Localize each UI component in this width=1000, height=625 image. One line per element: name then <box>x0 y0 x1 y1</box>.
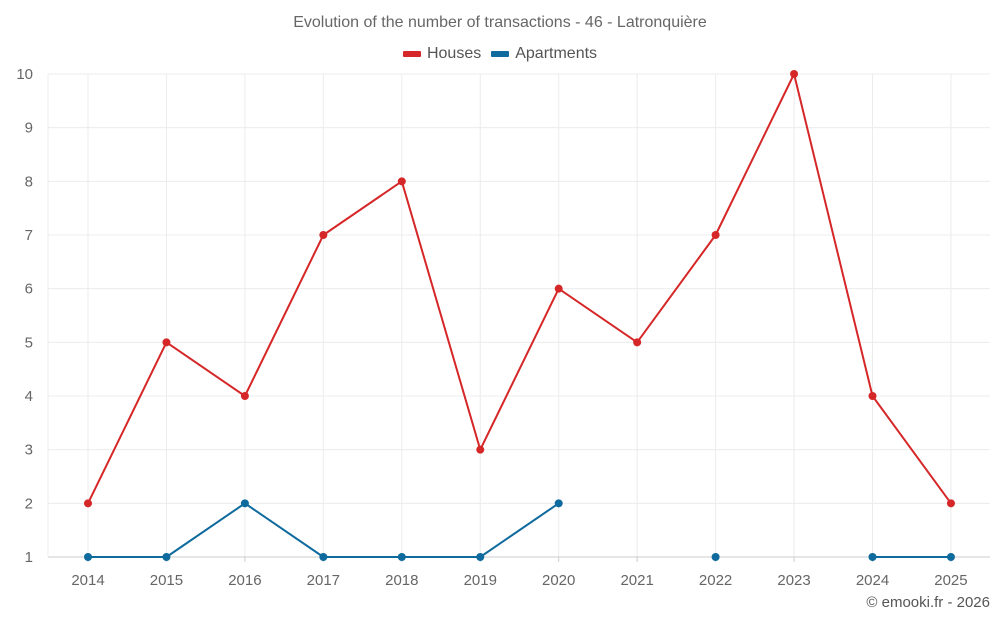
x-tick-label: 2024 <box>856 572 889 589</box>
x-tick-label: 2016 <box>228 572 261 589</box>
y-tick-label: 8 <box>25 173 33 190</box>
credit-text: © emooki.fr - 2026 <box>866 594 990 611</box>
data-point-houses <box>476 445 485 454</box>
data-point-houses <box>319 231 328 239</box>
data-point-houses <box>946 499 955 508</box>
data-point-apartments <box>162 553 171 561</box>
data-point-houses <box>868 392 877 400</box>
data-point-apartments <box>84 553 92 561</box>
legend-swatch-houses <box>402 51 421 57</box>
data-point-apartments <box>319 553 328 561</box>
x-tick-label: 2021 <box>620 572 653 589</box>
x-tick-label: 2019 <box>464 572 497 589</box>
y-tick-label: 5 <box>25 334 33 351</box>
data-point-houses <box>84 499 92 508</box>
chart-legend: Houses Apartments <box>0 45 1000 63</box>
y-tick-label: 6 <box>25 281 33 298</box>
data-point-apartments <box>397 553 406 561</box>
x-tick-label: 2025 <box>934 572 967 589</box>
data-point-houses <box>554 284 563 293</box>
y-tick-label: 7 <box>25 227 33 244</box>
data-point-houses <box>633 338 642 347</box>
data-point-houses <box>240 392 249 400</box>
y-tick-label: 9 <box>25 120 33 137</box>
legend-item-houses[interactable]: Houses <box>402 45 482 63</box>
x-tick-label: 2023 <box>777 572 810 589</box>
data-point-apartments <box>554 499 563 508</box>
x-tick-label: 2022 <box>699 572 732 589</box>
data-point-houses <box>397 177 406 186</box>
legend-label-apartments: Apartments <box>515 45 598 62</box>
data-point-houses <box>162 338 171 347</box>
legend-swatch-apartments <box>491 51 510 57</box>
data-point-houses <box>790 70 799 78</box>
y-tick-label: 2 <box>25 495 33 512</box>
y-tick-label: 4 <box>25 388 33 405</box>
legend-item-apartments[interactable]: Apartments <box>491 45 597 63</box>
data-point-apartments <box>476 553 485 561</box>
x-tick-label: 2014 <box>71 572 104 589</box>
x-tick-label: 2020 <box>542 572 575 589</box>
chart-title: Evolution of the number of transactions … <box>293 14 707 31</box>
series-line-houses <box>87 73 952 504</box>
y-tick-label: 10 <box>16 66 33 83</box>
x-tick-label: 2017 <box>307 572 340 589</box>
legend-label-houses: Houses <box>426 45 482 62</box>
data-point-houses <box>711 231 720 239</box>
data-point-apartments <box>868 553 877 561</box>
data-point-apartments <box>946 553 955 561</box>
data-point-apartments <box>240 499 249 508</box>
x-tick-label: 2018 <box>385 572 418 589</box>
x-tick-label: 2015 <box>150 572 183 589</box>
y-tick-label: 3 <box>25 442 33 459</box>
data-point-apartments <box>711 553 720 561</box>
y-tick-label: 1 <box>25 549 33 566</box>
